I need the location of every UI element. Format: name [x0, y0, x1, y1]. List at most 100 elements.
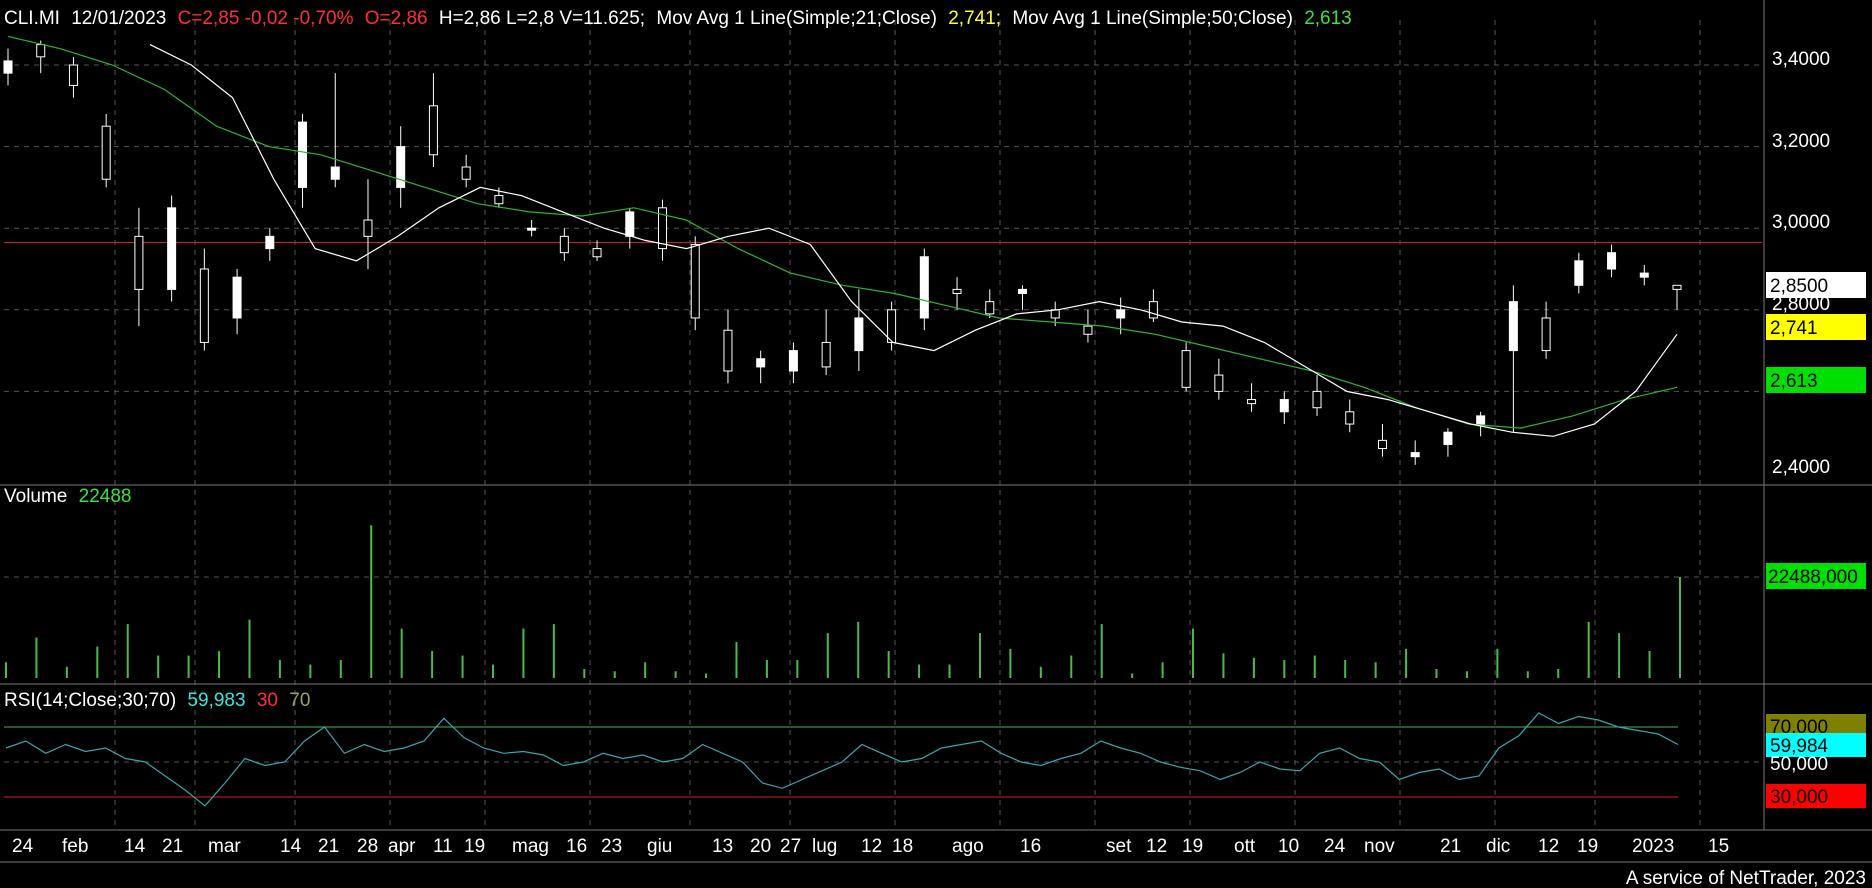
time-tick: 14	[124, 836, 146, 857]
candle-body	[3, 60, 13, 74]
candle-body	[1574, 260, 1584, 286]
candle	[1508, 285, 1518, 433]
volume-legend-label: Volume	[4, 486, 67, 507]
time-tick: 24	[12, 836, 34, 857]
candle-body	[1148, 301, 1158, 319]
rsi-legend: RSI(14;Close;30;70) 59,983 30 70	[4, 690, 310, 711]
rsi-70-tag-text: 70,000	[1770, 717, 1828, 738]
candle	[1017, 285, 1027, 310]
volume-legend: Volume 22488	[4, 486, 132, 507]
time-tick: 16	[566, 836, 587, 857]
chart-grid	[4, 20, 1762, 828]
ma21-line	[149, 44, 1678, 437]
candle-body	[36, 44, 46, 58]
symbol-label: CLI.MI	[4, 8, 60, 29]
candle-body	[1541, 317, 1551, 352]
candle	[428, 73, 438, 167]
candle	[199, 248, 209, 351]
candle-body	[1476, 415, 1486, 425]
candle	[265, 228, 275, 261]
candle	[232, 269, 242, 335]
rsi-50-tick: 50,000	[1770, 754, 1828, 775]
time-tick: set	[1106, 836, 1132, 857]
candle-body	[690, 244, 700, 319]
candle-body	[134, 235, 144, 290]
candle-body	[1345, 411, 1355, 425]
footer-credit: A service of NetTrader, 2023	[1626, 868, 1866, 888]
candle	[723, 309, 733, 384]
candle-body	[821, 341, 831, 368]
candle	[1541, 301, 1551, 359]
time-tick: 20	[750, 836, 771, 857]
candle-body	[1443, 431, 1453, 445]
candle-body	[1639, 272, 1649, 278]
candle-body	[396, 146, 406, 188]
rsi-legend-label: RSI(14;Close;30;70)	[4, 690, 176, 711]
candle	[1083, 309, 1093, 343]
candle-body	[658, 207, 668, 250]
candle	[1247, 383, 1257, 412]
time-tick: 19	[1577, 836, 1598, 857]
candle-body	[1312, 390, 1322, 409]
candle-body	[1607, 252, 1617, 270]
time-tick: 18	[892, 836, 913, 857]
time-tick: mag	[512, 836, 549, 857]
time-tick: 21	[1440, 836, 1461, 857]
candle	[1116, 297, 1126, 335]
candle-body	[723, 329, 733, 372]
time-tick: ago	[952, 836, 984, 857]
time-tick: 16	[1020, 836, 1041, 857]
candle	[1476, 411, 1486, 437]
date-label: 12/01/2023	[71, 8, 166, 29]
moving-average-lines	[7, 35, 1678, 437]
candle-body	[1083, 325, 1093, 335]
candle-body	[952, 288, 962, 294]
current-price-tag: 2,8500	[1766, 272, 1866, 298]
ma50-legend-label: Mov Avg 1 Line(Simple;50;Close)	[1012, 8, 1293, 29]
candle-body	[854, 317, 864, 352]
price-tick: 3,4000	[1772, 49, 1830, 70]
time-tick: 11	[433, 836, 453, 857]
price-tick: 2,8000	[1772, 294, 1830, 315]
candle	[952, 277, 962, 310]
time-tick: ott	[1234, 836, 1256, 857]
candle	[134, 207, 144, 327]
time-tick: 14	[280, 836, 302, 857]
candle	[985, 289, 995, 318]
candle	[1639, 264, 1649, 286]
candle	[298, 113, 308, 208]
close-label: C=2,85 -0,02 -0,70%	[178, 8, 354, 29]
rsi-value-tag: 59,984	[1766, 733, 1866, 757]
candle-body	[756, 358, 766, 368]
ma21-legend-value: 2,741;	[948, 8, 1001, 29]
hlv-label: H=2,86 L=2,8 V=11.625;	[439, 8, 645, 29]
candle-body	[1214, 374, 1224, 392]
time-tick: 23	[601, 836, 622, 857]
ma50-legend-value: 2,613	[1304, 8, 1352, 29]
candle-body	[265, 235, 275, 250]
candle	[330, 73, 340, 188]
candle	[756, 350, 766, 384]
candle	[68, 56, 78, 98]
candle	[1279, 391, 1289, 425]
time-tick: 13	[712, 836, 733, 857]
current-price-tag-text: 2,8500	[1770, 276, 1828, 297]
candle-body	[919, 256, 929, 319]
time-tick: 21	[162, 836, 183, 857]
candle-body	[527, 227, 537, 231]
rsi-legend-value: 59,983	[187, 690, 245, 711]
candle	[1443, 428, 1453, 457]
volume-legend-value: 22488	[79, 486, 132, 507]
candle	[461, 154, 471, 188]
volume-tag: 22488,000	[1766, 563, 1866, 589]
time-tick: lug	[812, 836, 837, 857]
ma21-legend-label: Mov Avg 1 Line(Simple;21;Close)	[656, 8, 937, 29]
candle	[854, 289, 864, 371]
time-tick: 12	[1538, 836, 1559, 857]
time-tick: nov	[1364, 836, 1395, 857]
candle	[527, 220, 537, 237]
price-tick: 3,2000	[1772, 131, 1830, 152]
time-tick: giu	[647, 836, 672, 857]
candle-body	[1377, 439, 1387, 450]
